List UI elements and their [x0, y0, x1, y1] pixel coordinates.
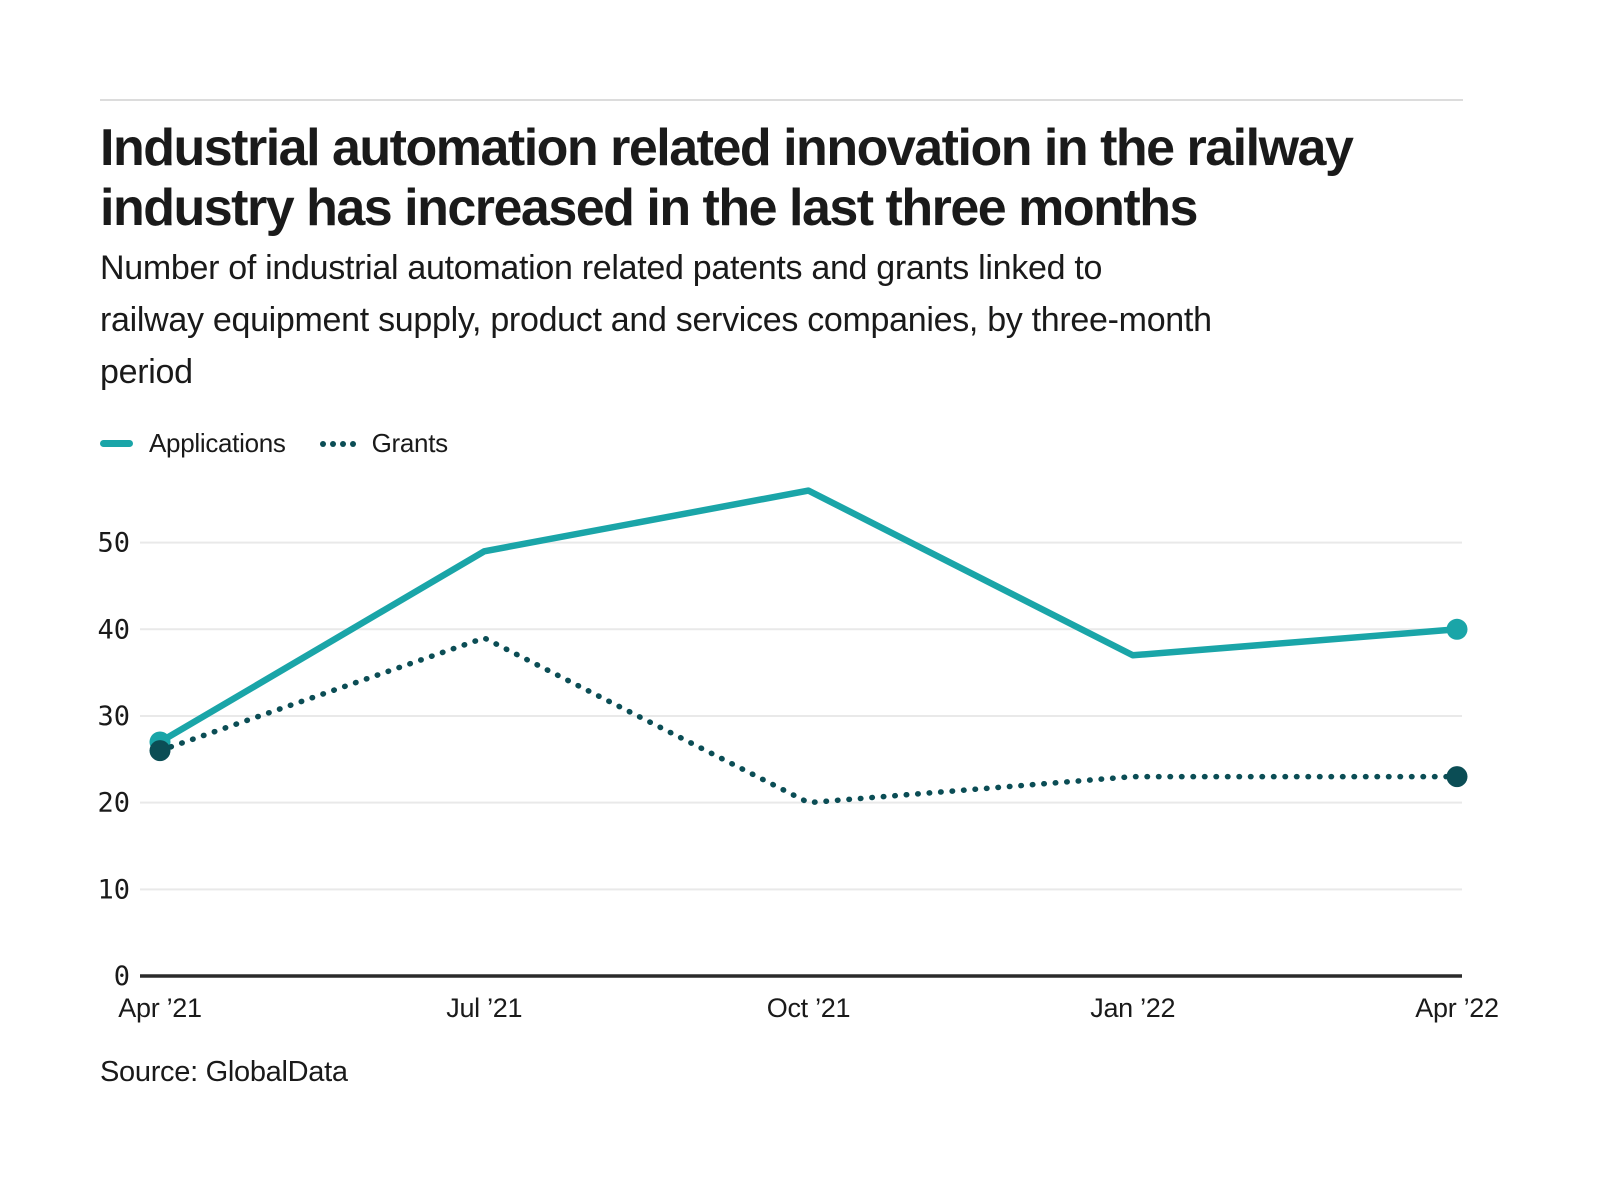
page-title-line-2: industry has increased in the last three… [100, 179, 1198, 237]
legend-swatch-grants-dotted-line-icon [319, 440, 356, 447]
y-tick-label-20: 20 [97, 788, 130, 819]
legend-item-grants: Grants [319, 428, 449, 459]
x-tick-label-1: Apr ’21 [118, 993, 201, 1023]
grants-endpoint-marker-start [149, 740, 171, 762]
chart-legend: Applications Grants [100, 428, 448, 459]
top-divider [100, 99, 1463, 101]
y-tick-label-40: 40 [97, 614, 130, 645]
source-attribution: Source: GlobalData [100, 1056, 348, 1088]
legend-item-applications: Applications [100, 428, 286, 459]
chart-subtitle-line-3: period [100, 353, 193, 391]
legend-dot [329, 440, 336, 447]
chart-subtitle: Number of industrial automation related … [100, 242, 1560, 398]
chart-subtitle-line-2: railway equipment supply, product and se… [100, 301, 1212, 339]
y-tick-label-0: 0 [114, 961, 130, 992]
legend-label-applications: Applications [149, 428, 286, 458]
x-tick-label-2: Jul ’21 [446, 993, 522, 1023]
grants-endpoint-marker-end [1446, 766, 1468, 788]
x-tick-label-4: Jan ’22 [1090, 993, 1175, 1023]
y-tick-label-10: 10 [97, 874, 130, 905]
x-tick-label-5: Apr ’22 [1415, 993, 1498, 1023]
grants-line [157, 635, 1460, 806]
y-tick-label-30: 30 [97, 701, 130, 732]
applications-line [156, 487, 1461, 746]
legend-dot [319, 440, 326, 447]
legend-swatch-applications-solid-line-icon [100, 440, 133, 447]
legend-dot [339, 440, 346, 447]
legend-label-grants: Grants [371, 428, 449, 458]
y-tick-label-50: 50 [97, 528, 130, 559]
chart-canvas: 0 10 20 30 40 50 Apr ’21 Jul ’21 Oct ’21 Jan ’22 A… [97, 487, 1499, 1023]
x-tick-label-3: Oct ’21 [767, 993, 850, 1023]
legend-dot [349, 440, 356, 447]
chart-subtitle-line-1: Number of industrial automation related … [100, 249, 1103, 287]
applications-endpoint-marker-end [1446, 618, 1468, 640]
page-title-line-1: Industrial automation related innovation… [100, 119, 1354, 177]
page-title: Industrial automation related innovation… [100, 118, 1550, 238]
